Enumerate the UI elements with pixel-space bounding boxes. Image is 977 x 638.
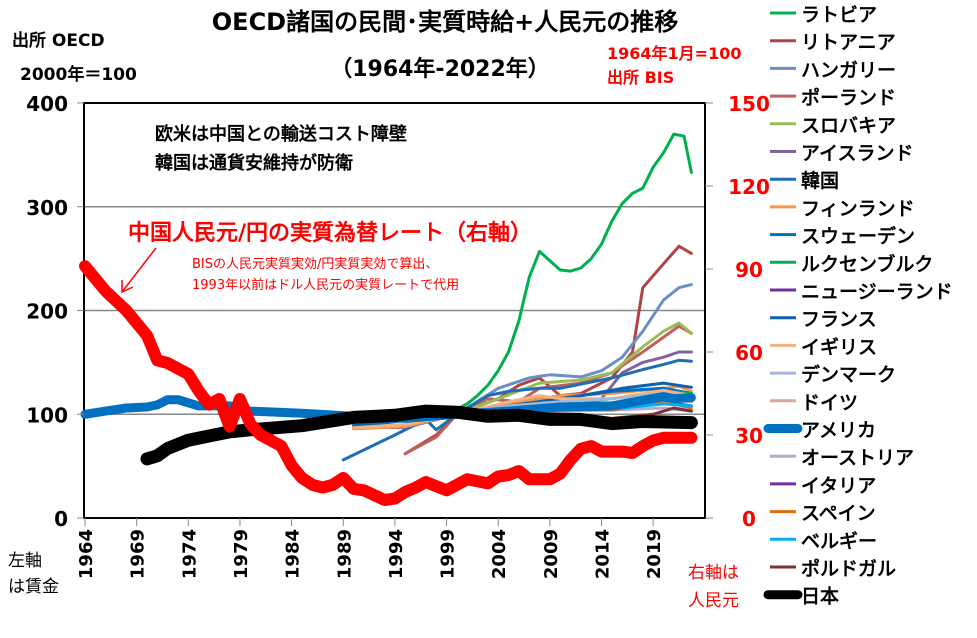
legend-label: ニュージーランド <box>801 281 953 303</box>
left-axis-note-1: 左軸 <box>8 551 42 571</box>
series-line-cny <box>79 260 698 506</box>
x-tick-label: 1989 <box>334 529 355 579</box>
legend-label: ベルギー <box>801 530 877 552</box>
legend-label: 韓国 <box>801 169 839 192</box>
annotation-korea: 韓国は通貨安維持が防衛 <box>155 152 353 174</box>
x-tick-label: 2009 <box>541 529 562 579</box>
chart-title: OECD諸国の民間･実質時給+人民元の推移 <box>212 8 678 36</box>
left-tick-label: 0 <box>54 507 68 531</box>
left-tick-label: 400 <box>26 92 68 116</box>
x-tick-label: 2014 <box>593 529 614 579</box>
right-axis-note-1: 右軸は <box>688 563 739 583</box>
legend-label: オーストリア <box>801 447 914 469</box>
left-axis-note-2: は賃金 <box>8 577 59 597</box>
series-group <box>79 132 698 506</box>
left-tick-label: 200 <box>26 300 68 324</box>
legend-label: スウェーデン <box>801 225 915 248</box>
legend-label: ラトビア <box>801 4 877 26</box>
base-right: 1964年1月=100 <box>607 44 741 63</box>
legend-label: イギリス <box>801 336 877 358</box>
axes: 0 100 200 300 400 0 30 60 90 120 150 1964 1969 1974 19… <box>26 92 770 579</box>
x-tick-label: 1974 <box>179 529 200 579</box>
source-right: 出所 BIS <box>607 68 674 87</box>
annotation-barrier: 欧米は中国との輸送コスト障壁 <box>155 123 407 145</box>
x-tick-label: 2019 <box>644 529 665 579</box>
series-line-2 <box>403 283 693 427</box>
legend-label: ポーランド <box>801 86 896 109</box>
legend-label: フランス <box>801 309 877 331</box>
legend-label: ドイツ <box>801 392 858 414</box>
series-line-0 <box>445 132 693 416</box>
series-line-15 <box>80 392 696 423</box>
series-line-21 <box>140 404 698 466</box>
right-tick-label: 120 <box>728 175 770 199</box>
legend-label: アメリカ <box>801 420 876 442</box>
legend-label: スロバキア <box>801 115 896 137</box>
x-tick-label: 1964 <box>76 529 97 579</box>
legend-label: リトアニア <box>801 32 896 54</box>
right-tick-label: 60 <box>735 341 763 365</box>
x-tick-label: 1979 <box>231 529 252 579</box>
legend: ラトビアリトアニアハンガリーポーランドスロバキアアイスランド韓国フィンランドスウ… <box>763 4 953 608</box>
x-tick-label: 1984 <box>283 529 304 579</box>
x-tick-label: 1969 <box>128 529 149 579</box>
series-line-4 <box>403 321 693 427</box>
annotation-cny-label: 中国人民元/円の実質為替レート（右軸） <box>128 220 532 246</box>
legend-label: ルクセンブルク <box>801 252 933 275</box>
legend-label: アイスランド <box>801 143 913 165</box>
legend-label: デンマーク <box>801 363 896 386</box>
base-left: 2000年＝100 <box>20 64 137 85</box>
chart-subtitle: （1964年-2022年） <box>330 56 550 82</box>
annotation-arrow <box>121 247 157 294</box>
right-tick-label: 90 <box>735 258 763 282</box>
annotation-cny-note-1: BISの人民元実質実効/円実質実効で算出、 <box>192 256 438 272</box>
legend-label: ハンガリー <box>801 59 896 81</box>
x-tick-label: 1999 <box>438 529 459 579</box>
right-tick-label: 150 <box>728 92 770 116</box>
source-left: 出所 OECD <box>12 30 105 51</box>
legend-label: フィンランド <box>801 198 915 220</box>
left-tick-label: 300 <box>26 196 68 220</box>
legend-label: ポルドガル <box>801 557 896 580</box>
legend-label: イタリア <box>801 475 876 497</box>
left-tick-label: 100 <box>26 403 68 427</box>
x-tick-label: 2004 <box>489 529 510 579</box>
annotation-cny-note-2: 1993年以前はドル人民元の実質レートで代用 <box>192 277 459 293</box>
right-tick-label: 0 <box>742 507 756 531</box>
right-axis-note-2: 人民元 <box>688 591 739 611</box>
legend-label: 日本 <box>801 585 839 608</box>
right-tick-label: 30 <box>735 424 763 448</box>
legend-label: スペイン <box>801 503 876 525</box>
x-tick-label: 1994 <box>386 529 407 579</box>
